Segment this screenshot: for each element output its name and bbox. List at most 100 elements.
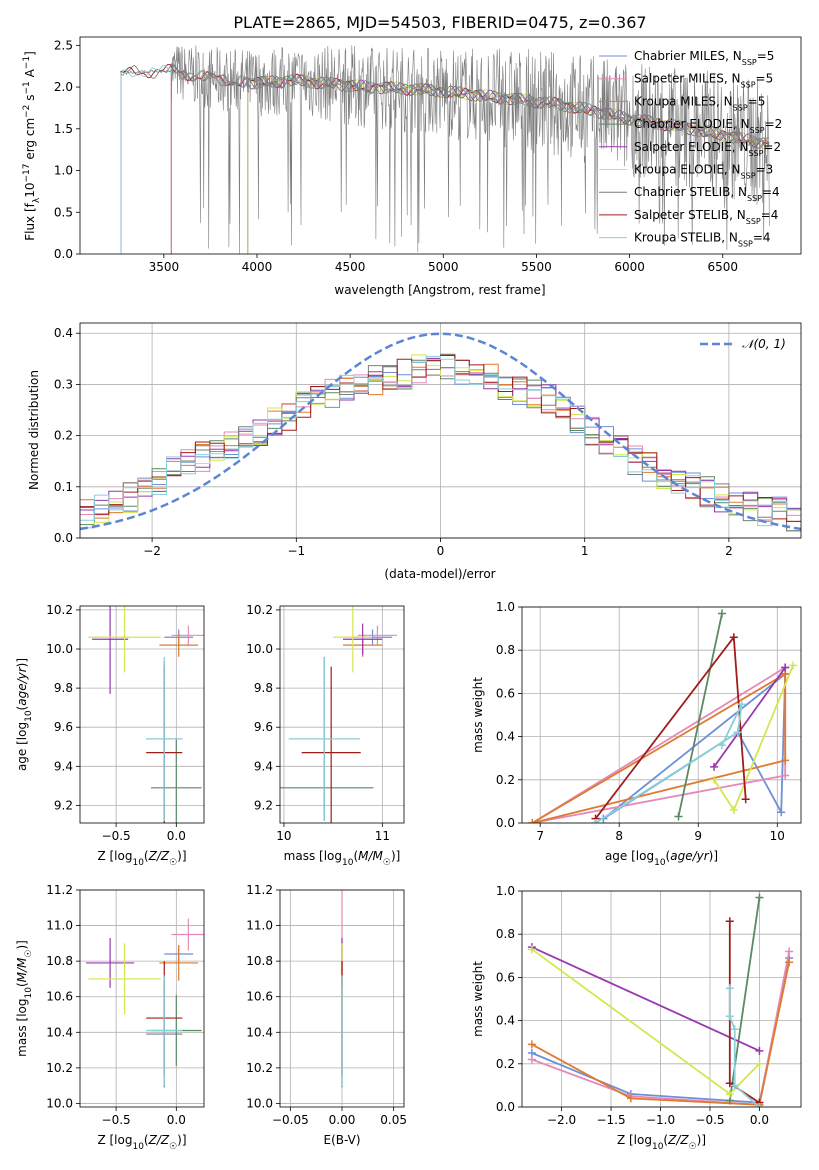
legend-entry: Salpeter MILES, NSSP=5 <box>634 72 773 90</box>
weight-marker <box>777 808 786 817</box>
legend-label: Salpeter ELODIE, N <box>634 140 748 154</box>
y-tick-label: 0.6 <box>496 686 515 700</box>
y-axis-label: mass [log10(M/M☉)] <box>15 940 34 1057</box>
x-axis-label: mass [log10(M/M☉)] <box>284 849 401 868</box>
weight-line <box>531 673 787 823</box>
x-axis-label-part: )] <box>697 1133 706 1147</box>
x-axis-label-part: Z/Z <box>148 849 170 863</box>
x-tick-label: 0.00 <box>329 1113 356 1127</box>
weight-marker <box>710 775 719 784</box>
axes-frame <box>521 606 802 824</box>
x-axis-label-part: mass [log <box>284 849 342 863</box>
weight-marker <box>755 1046 764 1055</box>
plot-area <box>120 45 770 254</box>
weight-marker <box>781 663 790 672</box>
plot-area <box>88 606 204 823</box>
y-axis-label-part: A <box>23 68 37 81</box>
legend-entry: Kroupa ELODIE, NSSP=3 <box>634 163 773 181</box>
y-tick-label: 11.0 <box>46 919 73 933</box>
y-tick-label: 0.5 <box>54 205 73 219</box>
legend-count: =4 <box>762 185 780 199</box>
histogram-step-line <box>80 355 801 527</box>
x-tick-label: −1.0 <box>646 1113 675 1127</box>
axes-frame <box>79 36 802 255</box>
y-axis-label-part: Normed distribution <box>27 370 41 490</box>
x-axis-label: Z [log10(Z/Z☉)] <box>617 1133 706 1152</box>
weight-marker <box>710 762 719 771</box>
weight-marker <box>781 771 790 780</box>
plot-area <box>528 609 798 823</box>
x-axis-label-part: Z/Z <box>667 1133 689 1147</box>
x-axis-label-part: )] <box>177 1133 186 1147</box>
x-tick-label: −1 <box>287 544 305 558</box>
y-tick-label: 10.4 <box>46 1025 73 1039</box>
y-tick-label: 9.6 <box>254 720 273 734</box>
legend-subscript: SSP <box>742 58 757 67</box>
y-tick-label: 0.4 <box>496 730 515 744</box>
legend-entry: Kroupa MILES, NSSP=5 <box>634 94 765 112</box>
x-axis-label-part: 10 <box>652 1142 664 1152</box>
legend-count: =4 <box>761 208 779 222</box>
weight-marker <box>733 728 742 737</box>
axes-frame <box>521 890 802 1108</box>
y-tick-label: 9.6 <box>54 720 73 734</box>
x-tick-label: 0.0 <box>167 829 186 843</box>
x-axis-label-part: Z [log <box>97 849 132 863</box>
x-axis-label-part: ☉ <box>689 1142 697 1152</box>
legend-count: =4 <box>753 231 771 245</box>
x-tick-label: −1.5 <box>596 1113 625 1127</box>
legend-entry: Salpeter STELIB, NSSP=4 <box>634 208 778 226</box>
y-axis-label-part: )] <box>15 658 29 667</box>
x-axis-label-part: )] <box>177 849 186 863</box>
y-axis-label-part: s <box>23 95 37 105</box>
plot-area <box>80 332 801 532</box>
weight-line <box>713 666 786 768</box>
y-axis-label-part: λ <box>32 197 42 203</box>
x-tick-label: 11 <box>375 829 390 843</box>
y-tick-label: 0.0 <box>54 531 73 545</box>
x-tick-label: 0.05 <box>380 1113 407 1127</box>
x-axis-label-part: 10 <box>132 1142 144 1152</box>
x-tick-label: 6000 <box>614 260 645 274</box>
y-tick-label: 10.2 <box>46 603 73 617</box>
weight-marker <box>789 661 798 670</box>
x-axis-label-part: ( <box>144 1133 149 1147</box>
weight-marker <box>730 1081 739 1090</box>
legend-label: Salpeter STELIB, N <box>634 208 746 222</box>
weight-line <box>677 613 723 817</box>
legend-count: =5 <box>748 94 766 108</box>
y-tick-label: 9.8 <box>254 681 273 695</box>
y-tick-label: 10.2 <box>46 1061 73 1075</box>
weight-marker <box>755 893 764 902</box>
y-tick-label: 0.2 <box>54 429 73 443</box>
y-axis-label-part: age/yr <box>15 666 29 705</box>
legend-entry: Chabrier STELIB, NSSP=4 <box>634 185 780 203</box>
legend-entry: Chabrier ELODIE, NSSP=2 <box>634 117 782 135</box>
y-axis-label-part: )] <box>15 940 29 949</box>
weight-marker <box>528 819 537 823</box>
weight-line <box>594 634 747 820</box>
x-axis-label-part: 10 <box>342 858 354 868</box>
x-tick-label: 2 <box>725 544 733 558</box>
y-axis-label-part: ☉ <box>24 950 34 958</box>
x-axis-label-part: )] <box>709 849 718 863</box>
weight-marker <box>725 1012 734 1021</box>
y-tick-label: 9.4 <box>54 759 73 773</box>
axes-frame <box>79 605 205 824</box>
axes-frame <box>79 889 205 1108</box>
y-tick-label: 10.2 <box>246 603 273 617</box>
weight-marker <box>591 819 600 823</box>
x-axis-label-part: ☉ <box>383 858 391 868</box>
x-axis-label: age [log10(age/yr)] <box>605 849 718 868</box>
x-axis-label-part: age [log <box>605 849 654 863</box>
x-axis-label-part: age/yr <box>670 849 709 863</box>
weight-marker <box>785 958 794 967</box>
legend-subscript: SSP <box>748 148 763 157</box>
legend-subscript: SSP <box>738 239 753 248</box>
y-axis-label-part: ( <box>15 982 29 987</box>
x-axis-label-part: )] <box>391 849 400 863</box>
x-tick-label: −0.5 <box>102 1113 131 1127</box>
y-tick-label: 1.0 <box>54 164 73 178</box>
y-axis-label-part: −1 <box>22 56 32 69</box>
